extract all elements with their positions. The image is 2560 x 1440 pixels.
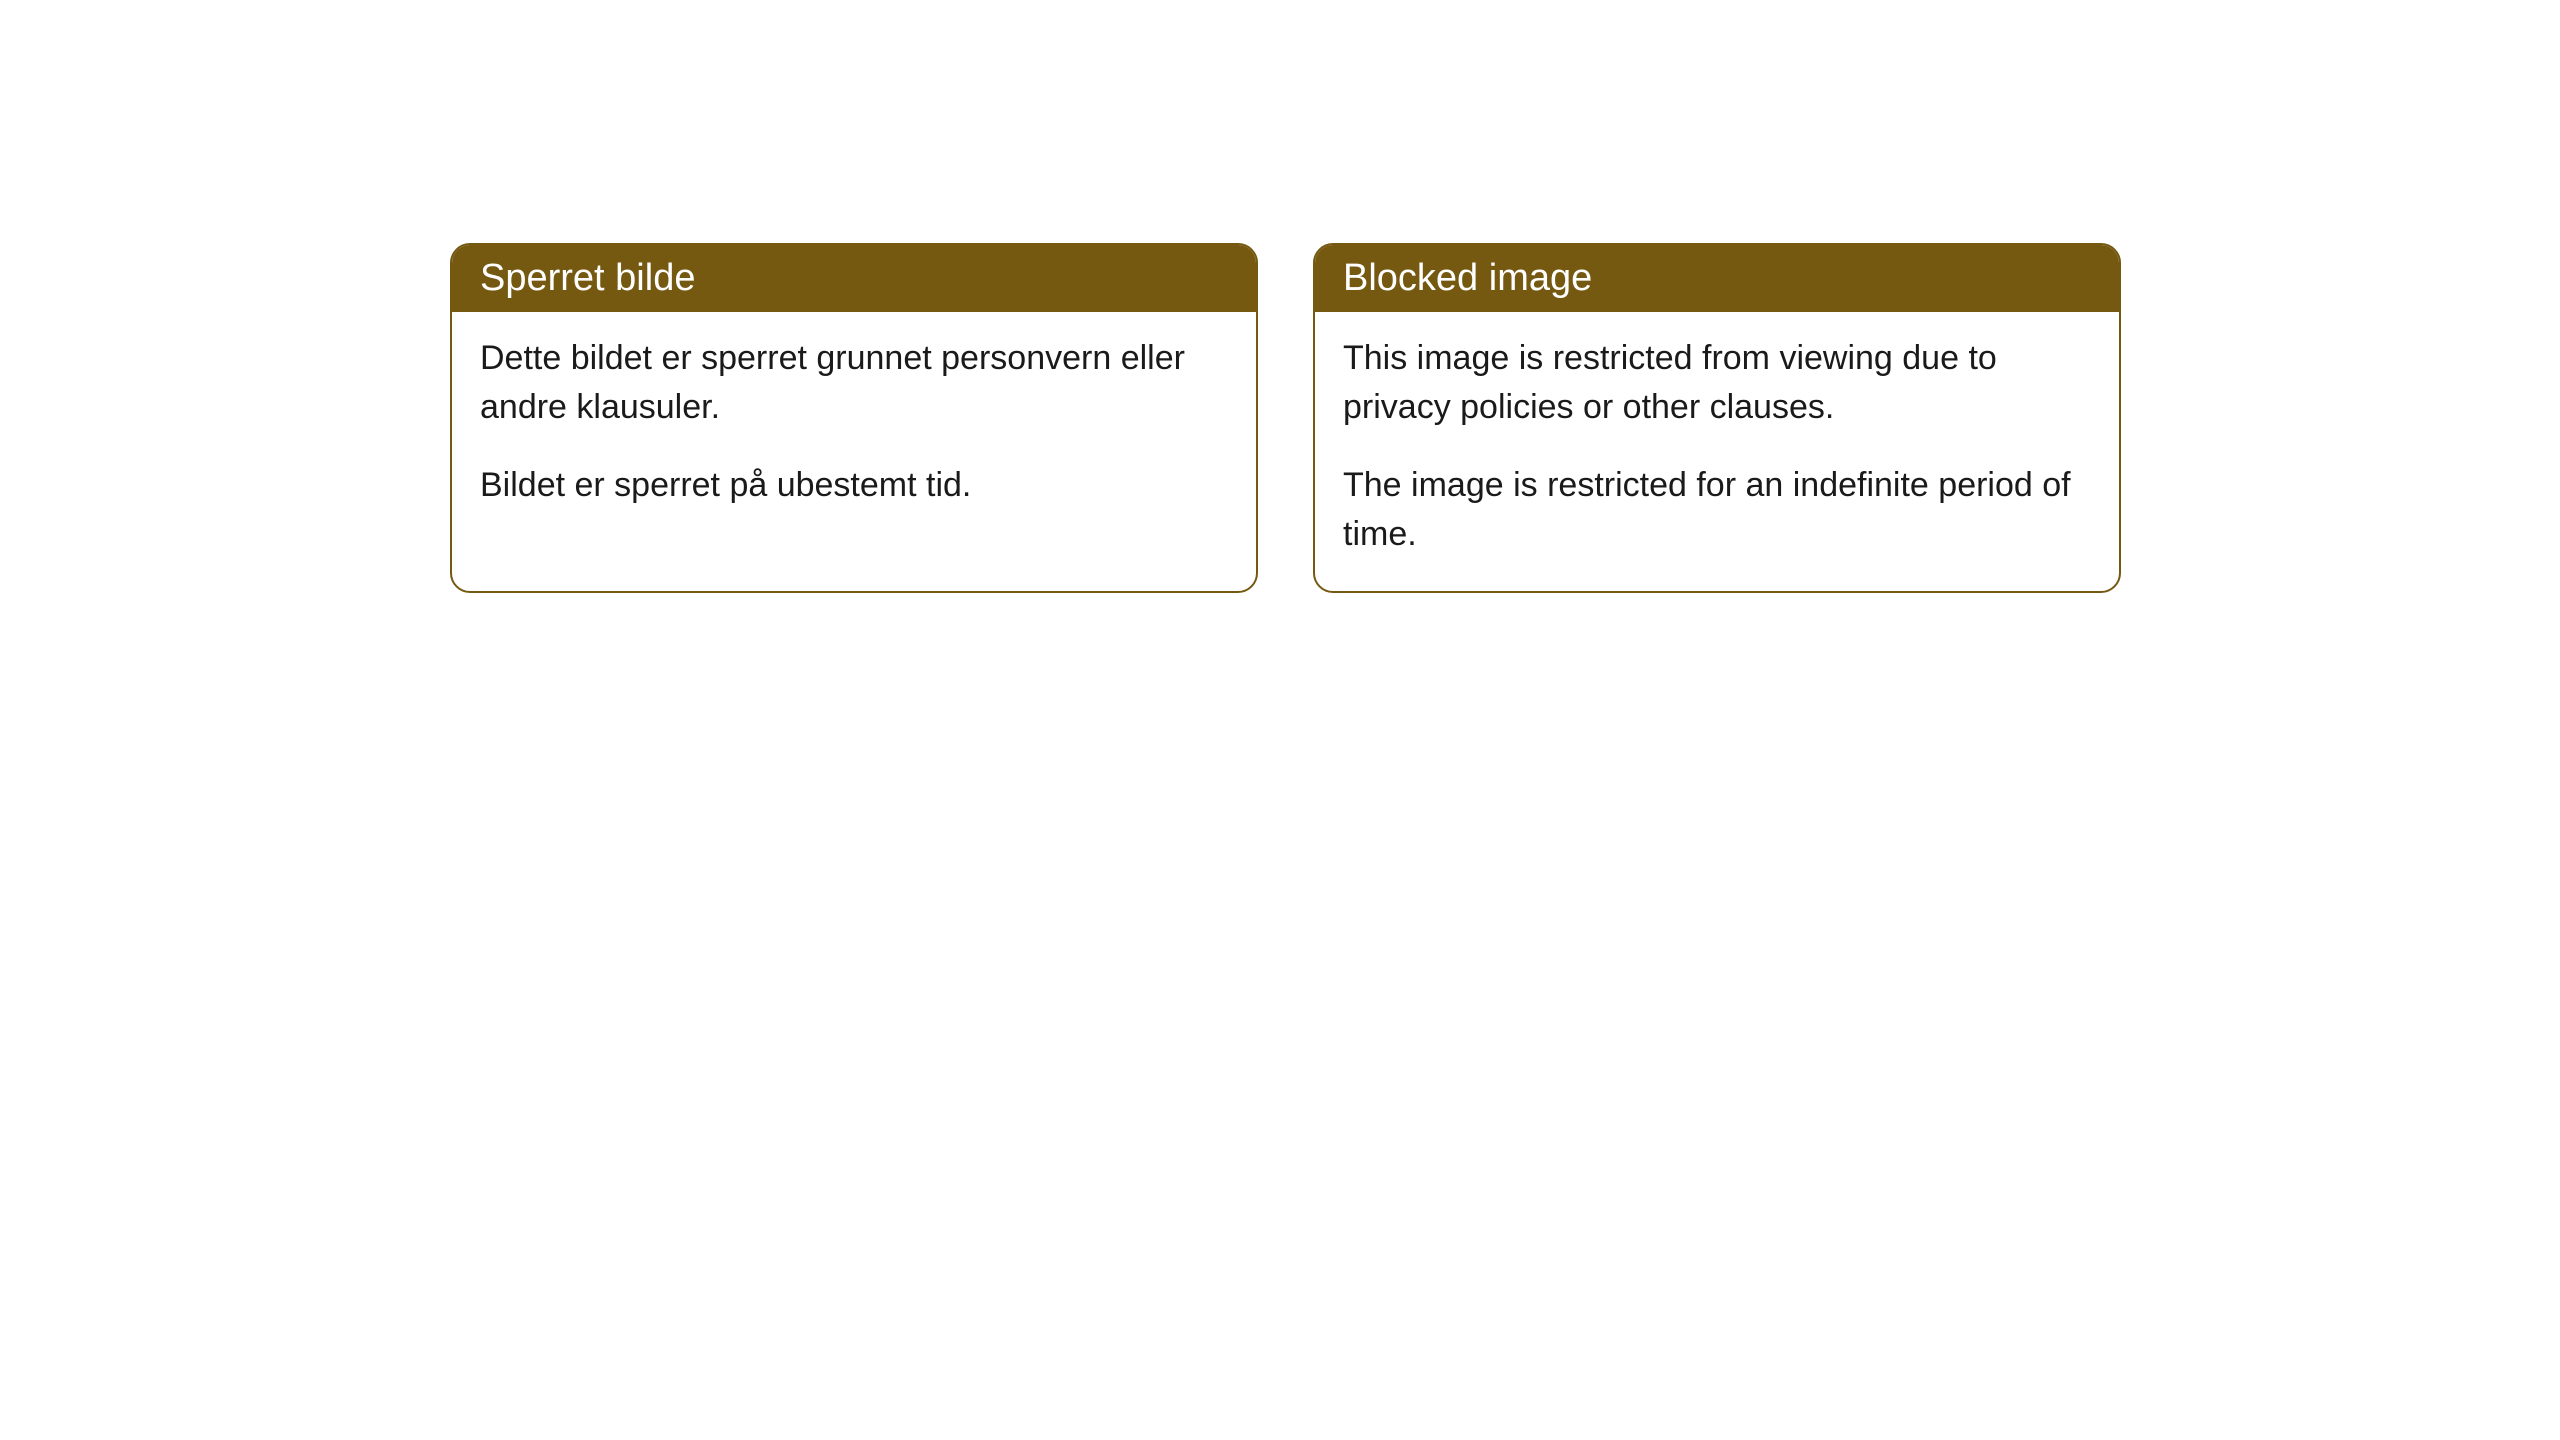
card-header-norwegian: Sperret bilde <box>452 245 1256 312</box>
card-body-norwegian: Dette bildet er sperret grunnet personve… <box>452 312 1256 542</box>
card-body-english: This image is restricted from viewing du… <box>1315 312 2119 591</box>
card-title: Sperret bilde <box>480 257 695 299</box>
blocked-image-card-english: Blocked image This image is restricted f… <box>1313 243 2121 593</box>
card-paragraph: Bildet er sperret på ubestemt tid. <box>480 461 1228 510</box>
blocked-image-card-norwegian: Sperret bilde Dette bildet er sperret gr… <box>450 243 1258 593</box>
card-header-english: Blocked image <box>1315 245 2119 312</box>
card-paragraph: The image is restricted for an indefinit… <box>1343 461 2091 560</box>
card-paragraph: This image is restricted from viewing du… <box>1343 334 2091 433</box>
card-title: Blocked image <box>1343 257 1592 299</box>
cards-container: Sperret bilde Dette bildet er sperret gr… <box>450 243 2121 593</box>
card-paragraph: Dette bildet er sperret grunnet personve… <box>480 334 1228 433</box>
